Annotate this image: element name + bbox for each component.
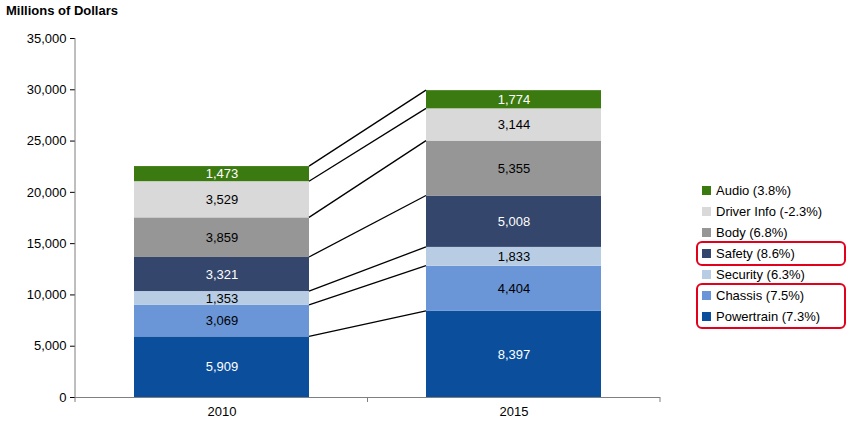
svg-text:5,909: 5,909 — [206, 359, 239, 374]
html-text:Driver Info (-2.3%): Driver Info (-2.3%) — [716, 204, 823, 219]
html-text:Security (6.3%): Security (6.3%) — [716, 267, 805, 282]
html-text:Millions of Dollars: Millions of Dollars — [6, 3, 118, 18]
html-text:Body (6.8%): Body (6.8%) — [716, 225, 788, 240]
svg-text:4,404: 4,404 — [498, 281, 531, 296]
svg-text:5,008: 5,008 — [498, 214, 531, 229]
svg-text:5,000: 5,000 — [34, 338, 67, 353]
svg-text:30,000: 30,000 — [27, 82, 67, 97]
svg-text:20,000: 20,000 — [27, 185, 67, 200]
html-text:Chassis (7.5%): Chassis (7.5%) — [716, 288, 805, 303]
svg-text:25,000: 25,000 — [27, 133, 67, 148]
svg-text:1,774: 1,774 — [498, 92, 531, 107]
svg-text:10,000: 10,000 — [27, 287, 67, 302]
svg-text:1,353: 1,353 — [206, 291, 239, 306]
svg-text:5,355: 5,355 — [498, 161, 531, 176]
svg-text:2010: 2010 — [208, 404, 237, 419]
svg-text:3,859: 3,859 — [206, 230, 239, 245]
svg-text:3,321: 3,321 — [206, 267, 239, 282]
html-text:Audio (3.8%): Audio (3.8%) — [716, 183, 792, 198]
svg-text:35,000: 35,000 — [27, 31, 67, 46]
svg-text:1,473: 1,473 — [206, 166, 239, 181]
html-text:Powertrain (7.3%): Powertrain (7.3%) — [716, 309, 820, 324]
html-text:Safety (8.6%): Safety (8.6%) — [716, 246, 795, 261]
svg-text:15,000: 15,000 — [27, 236, 67, 251]
svg-text:8,397: 8,397 — [498, 347, 531, 362]
svg-text:1,833: 1,833 — [498, 249, 531, 264]
svg-text:0: 0 — [59, 390, 66, 405]
svg-text:3,144: 3,144 — [498, 117, 531, 132]
svg-text:3,069: 3,069 — [206, 313, 239, 328]
svg-text:3,529: 3,529 — [206, 192, 239, 207]
svg-text:2015: 2015 — [500, 404, 529, 419]
